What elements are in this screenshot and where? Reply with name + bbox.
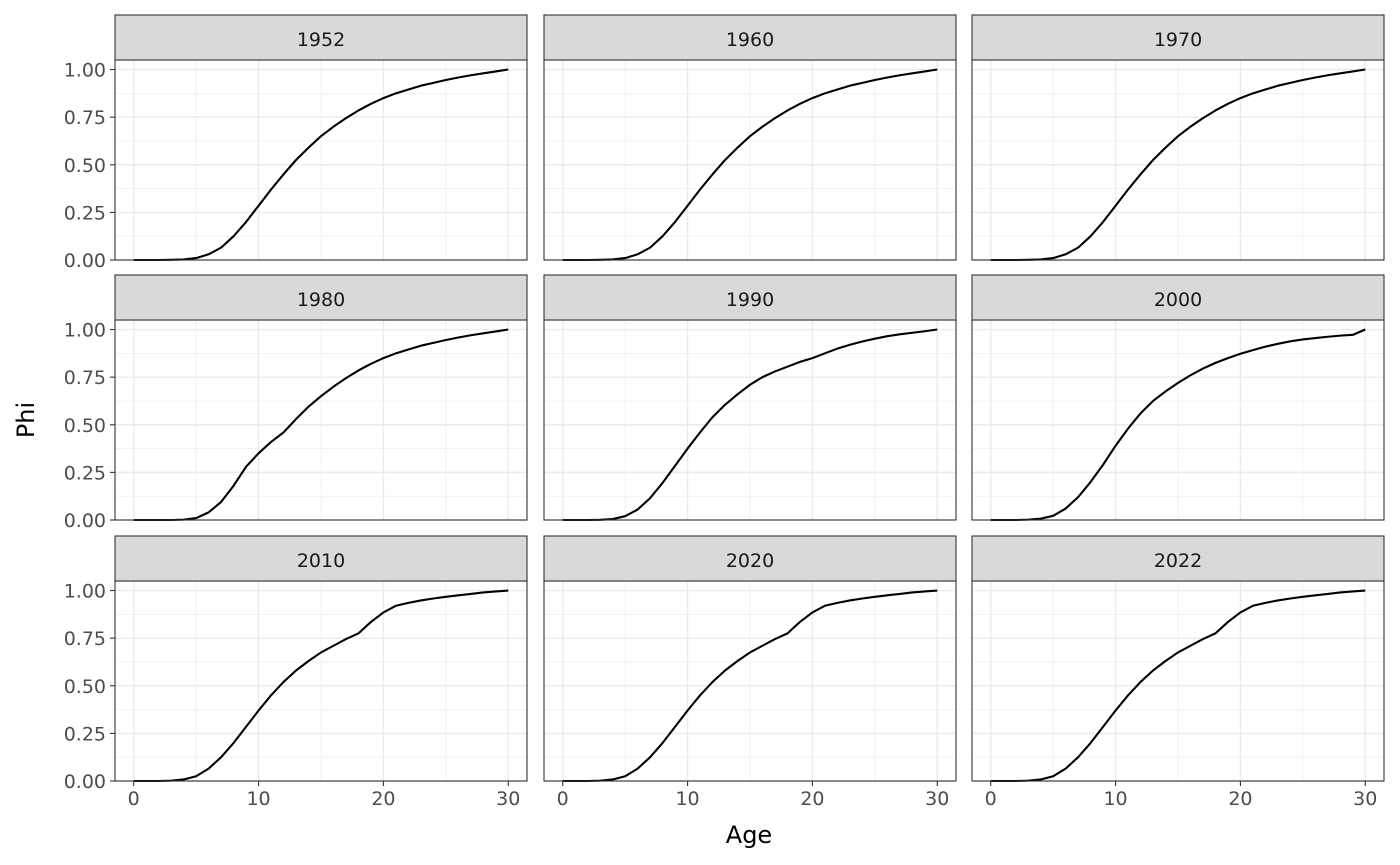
- facet-strip: [114, 274, 528, 321]
- facet-panel-1960: 1960: [543, 14, 957, 262]
- facet-panel-2022: 2022 0 10 20 30: [971, 535, 1385, 810]
- y-tick-label: 0.75: [64, 107, 106, 129]
- series-line-2010: [133, 589, 509, 783]
- y-tick-label: 1.00: [64, 581, 106, 603]
- y-tick-label: 0.00: [64, 510, 106, 532]
- x-tick-label: 10: [1103, 788, 1127, 810]
- facet-panel-1952: 1952 0.00 0.25 0.50 0.75 1.00: [64, 14, 528, 272]
- facet-strip: [114, 535, 528, 582]
- y-tick-label: 1.00: [64, 60, 106, 82]
- series-line-1960: [562, 68, 938, 262]
- x-tick-label: 20: [800, 788, 824, 810]
- y-tick-label: 0.25: [64, 202, 106, 224]
- y-tick-label: 0.75: [64, 367, 106, 389]
- facet-strip-label: 1990: [726, 289, 774, 311]
- facet-strip-label: 2000: [1154, 289, 1202, 311]
- x-tick-label: 0: [557, 788, 569, 810]
- y-tick-label: 0.75: [64, 628, 106, 650]
- series-line-1952: [133, 68, 509, 262]
- facet-strip: [971, 535, 1385, 582]
- x-tick-label: 30: [496, 788, 520, 810]
- y-tick-label: 0.50: [64, 415, 106, 437]
- x-tick-label: 0: [128, 788, 140, 810]
- x-tick-label: 0: [985, 788, 997, 810]
- facet-strip-label: 1952: [297, 29, 345, 51]
- series-line-1990: [562, 328, 938, 522]
- facet-strip-label: 1970: [1154, 29, 1202, 51]
- x-axis-title: Age: [726, 821, 772, 849]
- facet-strip-label: 2022: [1154, 550, 1202, 572]
- facet-strip: [114, 14, 528, 61]
- facet-panel-2020: 2020 0 10 20 30: [543, 535, 957, 810]
- series-line-2020: [562, 589, 938, 783]
- y-tick-label: 1.00: [64, 320, 106, 342]
- facet-panel-1970: 1970: [971, 14, 1385, 262]
- series-line-2022: [990, 589, 1366, 783]
- series-line-1980: [133, 328, 509, 522]
- facet-strip-label: 1960: [726, 29, 774, 51]
- facet-panels: 1952 0.00 0.25 0.50 0.75 1.00 1960 1970 1980 0.00…: [64, 14, 1385, 810]
- facet-panel-2010: 2010 0.00 0.25 0.50 0.75 1.00 0 10 20 30: [64, 535, 528, 810]
- x-tick-label: 20: [1228, 788, 1252, 810]
- facet-strip-label: 2010: [297, 550, 345, 572]
- y-tick-label: 0.50: [64, 155, 106, 177]
- x-tick-label: 10: [675, 788, 699, 810]
- facet-strip: [543, 274, 957, 321]
- x-tick-label: 30: [1353, 788, 1377, 810]
- facet-strip-label: 1980: [297, 289, 345, 311]
- facet-strip: [543, 535, 957, 582]
- x-tick-label: 20: [371, 788, 395, 810]
- y-tick-label: 0.00: [64, 771, 106, 793]
- y-tick-label: 0.25: [64, 462, 106, 484]
- y-axis-title: Phi: [12, 402, 40, 438]
- facet-strip-label: 2020: [726, 550, 774, 572]
- facet-panel-1990: 1990: [543, 274, 957, 522]
- series-line-1970: [990, 68, 1366, 262]
- facet-panel-2000: 2000: [971, 274, 1385, 522]
- facet-strip: [971, 274, 1385, 321]
- y-tick-label: 0.00: [64, 250, 106, 272]
- facet-strip: [971, 14, 1385, 61]
- x-tick-label: 10: [246, 788, 270, 810]
- y-tick-label: 0.25: [64, 723, 106, 745]
- series-line-2000: [990, 328, 1366, 522]
- y-tick-label: 0.50: [64, 676, 106, 698]
- facet-strip: [543, 14, 957, 61]
- facet-panel-1980: 1980 0.00 0.25 0.50 0.75 1.00: [64, 274, 528, 532]
- x-tick-label: 30: [925, 788, 949, 810]
